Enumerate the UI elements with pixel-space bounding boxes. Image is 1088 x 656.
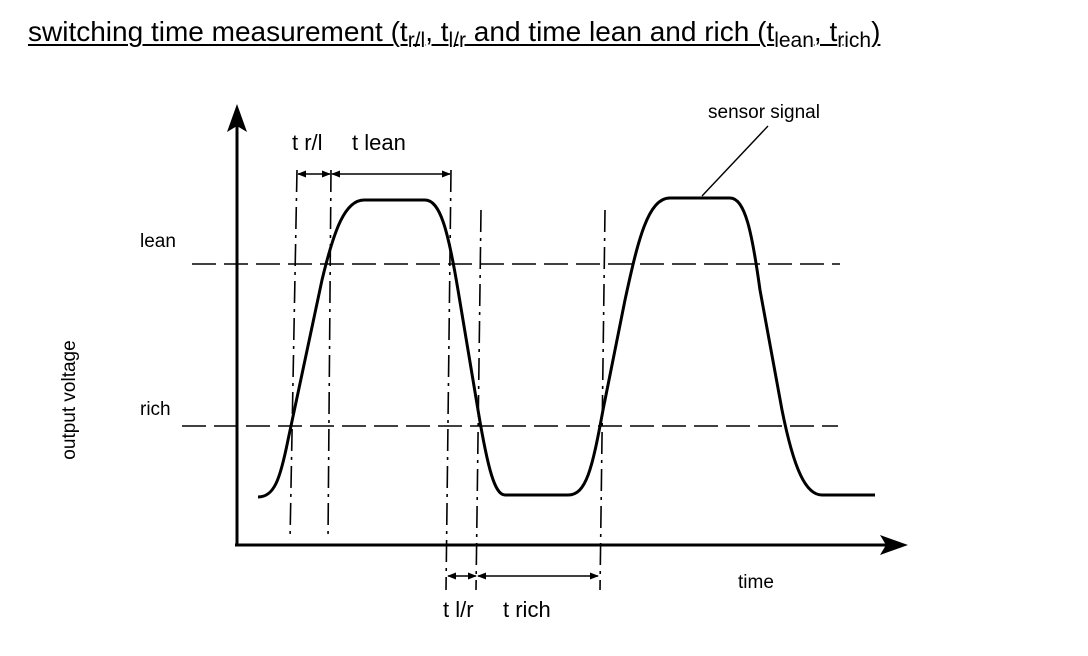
x-axis-arrowhead: [880, 535, 908, 555]
label-lean-level: lean: [140, 231, 176, 252]
label-t-rich: t rich: [503, 597, 551, 622]
label-rich-level: rich: [140, 399, 171, 420]
x-axis-label: time: [738, 572, 774, 593]
sensor-signal-leader-line: [701, 125, 769, 197]
label-t-rl: t r/l: [292, 130, 323, 155]
y-axis-label: output voltage: [59, 340, 80, 459]
y-axis-arrowhead: [227, 104, 247, 132]
marker-line-rich-end: [599, 209, 606, 591]
sensor-signal-curve: [257, 196, 875, 499]
label-t-lean: t lean: [352, 130, 406, 155]
label-sensor-signal: sensor signal: [708, 102, 820, 123]
figure-title: switching time measurement (tr/l, tl/r a…: [28, 16, 881, 52]
marker-line-rl-start: [289, 169, 298, 541]
marker-line-lr-end: [475, 209, 482, 591]
label-t-lr: t l/r: [443, 597, 474, 622]
marker-line-rl-end: [327, 169, 332, 541]
marker-line-lr-start: [445, 169, 452, 591]
